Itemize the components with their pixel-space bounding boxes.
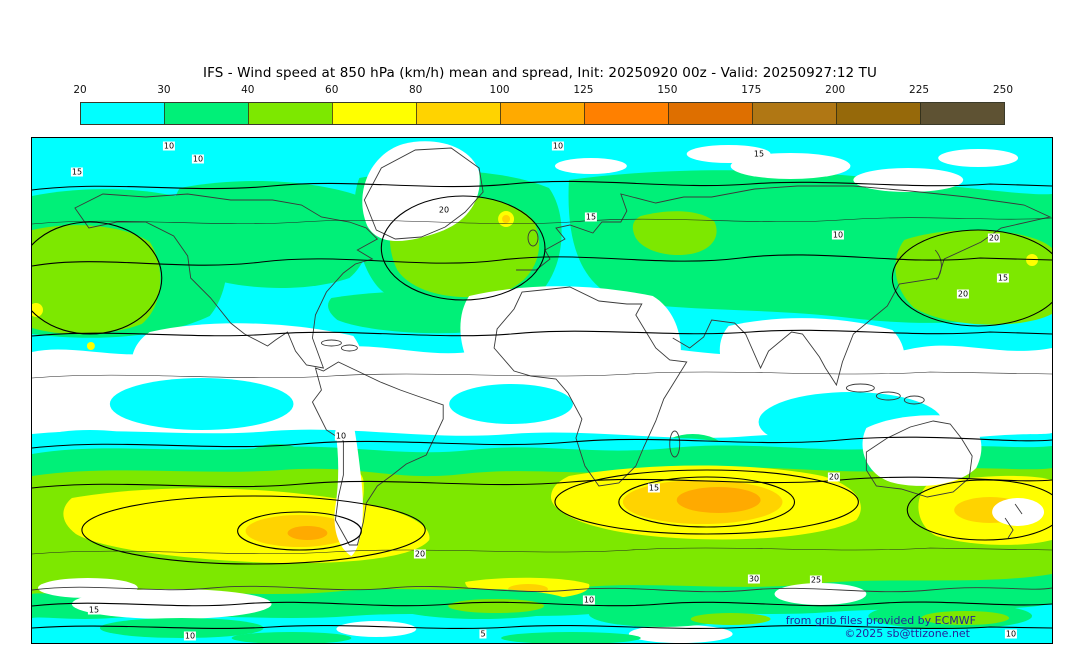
colorbar-gradient-bar — [80, 102, 1005, 125]
colorbar-segment-7 — [668, 103, 752, 124]
attribution: from grib files provided by ECMWF ©2025 … — [786, 614, 976, 640]
map-graphic — [32, 138, 1052, 643]
colorbar-segment-9 — [836, 103, 920, 124]
colorbar-tick-labels: 20 30 40 60 80 100 125 150 175 200 225 250 — [73, 84, 1013, 98]
attribution-copyright: ©2025 sb@ttizone.net — [844, 627, 970, 640]
world-wind-map: 10 10 15 10 15 20 15 10 20 15 20 10 20 15 20 30 25 10 15 10… — [31, 137, 1053, 644]
colorbar-tick-40: 40 — [241, 84, 255, 96]
colorbar-tick-150: 150 — [657, 84, 678, 96]
colorbar-segment-1 — [164, 103, 248, 124]
colorbar-segment-0 — [81, 103, 164, 124]
colorbar-tick-225: 225 — [909, 84, 930, 96]
attribution-source: from grib files provided by ECMWF — [785, 614, 976, 627]
chart-title: IFS - Wind speed at 850 hPa (km/h) mean … — [203, 65, 877, 81]
colorbar-segment-10 — [920, 103, 1004, 124]
colorbar-segment-8 — [752, 103, 836, 124]
colorbar-segment-4 — [416, 103, 500, 124]
colorbar-tick-80: 80 — [408, 84, 423, 96]
colorbar-tick-250: 250 — [992, 84, 1014, 96]
coastlines — [32, 147, 1052, 593]
colorbar-tick-125: 125 — [573, 84, 594, 96]
colorbar-tick-20: 20 — [73, 84, 87, 96]
colorbar-legend: 20 30 40 60 80 100 125 150 175 200 225 250 — [73, 84, 1013, 126]
colorbar-tick-200: 200 — [825, 84, 846, 96]
colorbar-segment-3 — [332, 103, 416, 124]
colorbar-tick-30: 30 — [157, 84, 171, 96]
colorbar-tick-100: 100 — [489, 84, 510, 96]
colorbar-tick-175: 175 — [741, 84, 762, 96]
spread-contours — [32, 180, 1052, 629]
colorbar-tick-60: 60 — [325, 84, 339, 96]
colorbar-segment-2 — [248, 103, 332, 124]
colorbar-segment-5 — [500, 103, 584, 124]
colorbar-segment-6 — [584, 103, 668, 124]
